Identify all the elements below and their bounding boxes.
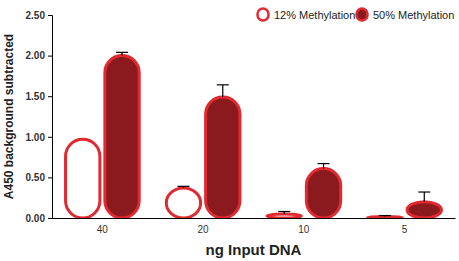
bar (267, 214, 301, 218)
bar (407, 202, 441, 218)
y-tick-mark (48, 15, 52, 16)
y-axis: 0.00 0.50 1.00 1.50 2.00 2.50 (26, 10, 53, 224)
x-tick-label: 40 (97, 224, 109, 235)
x-axis-line (53, 218, 456, 219)
y-tick-label: 0.00 (26, 213, 46, 224)
legend-item: 50% Methylation (357, 9, 455, 22)
y-tick-label: 1.50 (26, 91, 46, 102)
error-bar-cap (116, 52, 128, 53)
x-tick-label: 20 (198, 224, 210, 235)
legend: 12% Methylation 50% Methylation (258, 9, 455, 22)
bar (206, 97, 240, 218)
y-tick: 0.00 (26, 213, 52, 224)
plot: 0.00 0.50 1.00 1.50 2.00 2.50 40 20 10 5 (26, 10, 456, 235)
y-tick: 0.50 (26, 172, 52, 183)
x-tick: 10 (298, 218, 310, 235)
y-tick-label: 2.00 (26, 50, 46, 61)
error-bar (278, 212, 290, 214)
y-tick-mark (48, 96, 52, 97)
error-bar (379, 215, 391, 217)
y-axis-line (48, 16, 53, 219)
y-tick-mark (48, 56, 52, 57)
y-tick: 2.50 (26, 10, 52, 21)
error-bar (116, 52, 128, 55)
error-bar-cap (278, 211, 290, 212)
x-tick: 40 (97, 218, 109, 235)
error-bar (217, 85, 229, 97)
x-tick-label: 10 (298, 224, 310, 235)
y-tick: 1.00 (26, 132, 52, 143)
error-bar-cap (379, 215, 391, 216)
error-bar (177, 186, 189, 188)
legend-item: 12% Methylation (258, 9, 356, 22)
y-tick-mark (48, 177, 52, 178)
error-bar-cap (318, 163, 330, 164)
error-bar-stem (323, 164, 324, 169)
y-tick-mark (48, 218, 52, 219)
bar (368, 216, 402, 218)
x-axis-title: ng Input DNA (206, 241, 302, 258)
x-tick: 20 (198, 218, 210, 235)
legend-label: 50% Methylation (373, 9, 454, 21)
error-bar-cap (217, 84, 229, 85)
x-tick: 5 (402, 218, 408, 235)
error-bar-stem (222, 85, 223, 97)
error-bar (318, 164, 330, 169)
bar (66, 139, 100, 218)
legend-swatch (258, 9, 269, 21)
chart: 0.00 0.50 1.00 1.50 2.00 2.50 40 20 10 5 ng Input … (0, 0, 459, 261)
legend-label: 12% Methylation (274, 9, 355, 21)
y-axis-title: A450 background subtracted (2, 34, 16, 199)
bar (306, 168, 340, 218)
bars (66, 52, 442, 218)
y-tick-mark (48, 137, 52, 138)
y-tick: 2.00 (26, 50, 52, 61)
y-tick-label: 0.50 (26, 172, 46, 183)
y-tick-label: 1.00 (26, 132, 46, 143)
y-tick: 1.50 (26, 91, 52, 102)
error-bar-cap (418, 191, 430, 192)
error-bar-cap (177, 186, 189, 187)
bar (166, 188, 200, 218)
error-bar (418, 192, 430, 202)
bar (105, 56, 139, 218)
y-tick-label: 2.50 (26, 10, 46, 21)
error-bar-stem (424, 192, 425, 202)
x-axis: 40 20 10 5 (53, 218, 456, 235)
x-tick-label: 5 (402, 224, 408, 235)
legend-swatch (357, 9, 368, 21)
